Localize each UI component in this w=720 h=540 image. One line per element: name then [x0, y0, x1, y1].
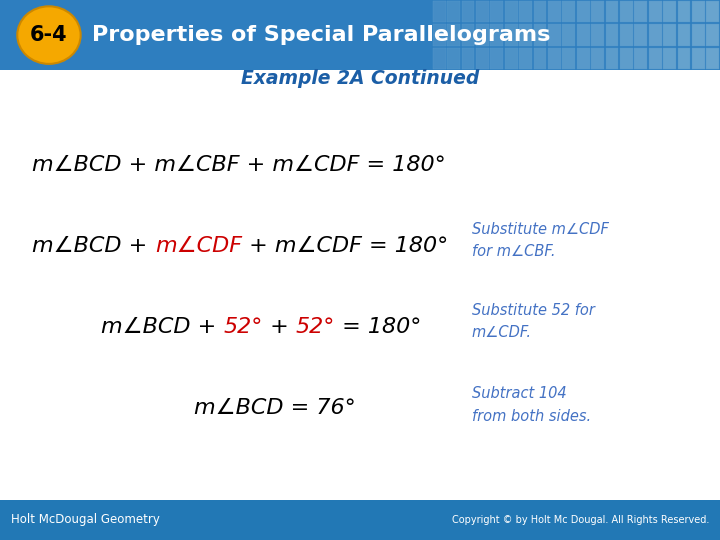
Bar: [706, 24, 719, 46]
Text: Example 2A Continued: Example 2A Continued: [241, 69, 479, 88]
Bar: [649, 1, 662, 22]
Bar: [706, 48, 719, 69]
Bar: [663, 48, 676, 69]
Bar: [678, 48, 690, 69]
Bar: [505, 48, 518, 69]
Bar: [433, 48, 446, 69]
Text: 6-4: 6-4: [30, 25, 68, 45]
Bar: [534, 48, 546, 69]
Bar: [490, 48, 503, 69]
Bar: [505, 1, 518, 22]
Text: m∠BCD = 76°: m∠BCD = 76°: [194, 397, 356, 418]
Bar: [0, 0, 720, 70]
Text: Substitute 52 for
m∠CDF.: Substitute 52 for m∠CDF.: [472, 303, 595, 340]
Bar: [562, 24, 575, 46]
Bar: [433, 1, 446, 22]
Bar: [649, 24, 662, 46]
Bar: [620, 24, 633, 46]
Bar: [490, 1, 503, 22]
Text: Holt McDougal Geometry: Holt McDougal Geometry: [11, 513, 160, 526]
Bar: [663, 1, 676, 22]
Text: m∠BCD + m∠CBF + m∠CDF = 180°: m∠BCD + m∠CBF + m∠CDF = 180°: [32, 154, 446, 175]
Bar: [0, 500, 720, 540]
Bar: [577, 24, 590, 46]
Bar: [606, 1, 618, 22]
Bar: [634, 24, 647, 46]
Text: 52°: 52°: [295, 316, 335, 337]
Bar: [562, 1, 575, 22]
Bar: [462, 48, 474, 69]
Bar: [692, 1, 705, 22]
Bar: [476, 1, 489, 22]
Text: m∠CDF: m∠CDF: [155, 235, 242, 256]
Bar: [548, 1, 561, 22]
Bar: [505, 24, 518, 46]
Bar: [692, 24, 705, 46]
Bar: [462, 24, 474, 46]
Text: Copyright © by Holt Mc Dougal. All Rights Reserved.: Copyright © by Holt Mc Dougal. All Right…: [452, 515, 709, 525]
Bar: [534, 1, 546, 22]
Bar: [634, 48, 647, 69]
Bar: [462, 1, 474, 22]
Text: + m∠CDF = 180°: + m∠CDF = 180°: [242, 235, 448, 256]
Bar: [678, 1, 690, 22]
Bar: [519, 24, 532, 46]
Bar: [577, 48, 590, 69]
Bar: [706, 1, 719, 22]
Bar: [476, 48, 489, 69]
Bar: [562, 48, 575, 69]
Bar: [649, 48, 662, 69]
Text: +: +: [263, 316, 295, 337]
Bar: [577, 1, 590, 22]
Bar: [447, 24, 460, 46]
Bar: [433, 24, 446, 46]
Bar: [490, 24, 503, 46]
Bar: [548, 24, 561, 46]
Text: m∠BCD +: m∠BCD +: [101, 316, 223, 337]
Bar: [447, 48, 460, 69]
Bar: [678, 24, 690, 46]
Bar: [620, 1, 633, 22]
Text: 52°: 52°: [223, 316, 263, 337]
Text: Substitute m∠CDF
for m∠CBF.: Substitute m∠CDF for m∠CBF.: [472, 222, 608, 259]
Text: Properties of Special Parallelograms: Properties of Special Parallelograms: [92, 25, 551, 45]
Bar: [606, 48, 618, 69]
Bar: [692, 48, 705, 69]
Bar: [663, 24, 676, 46]
Text: Subtract 104
from both sides.: Subtract 104 from both sides.: [472, 387, 590, 423]
Bar: [534, 24, 546, 46]
Bar: [548, 48, 561, 69]
Text: m∠BCD +: m∠BCD +: [32, 235, 155, 256]
Bar: [620, 48, 633, 69]
Bar: [519, 48, 532, 69]
Bar: [447, 1, 460, 22]
Bar: [519, 1, 532, 22]
Bar: [591, 24, 604, 46]
Bar: [476, 24, 489, 46]
Bar: [606, 24, 618, 46]
Bar: [591, 1, 604, 22]
Text: = 180°: = 180°: [335, 316, 421, 337]
Ellipse shape: [17, 6, 81, 64]
Bar: [634, 1, 647, 22]
Bar: [591, 48, 604, 69]
